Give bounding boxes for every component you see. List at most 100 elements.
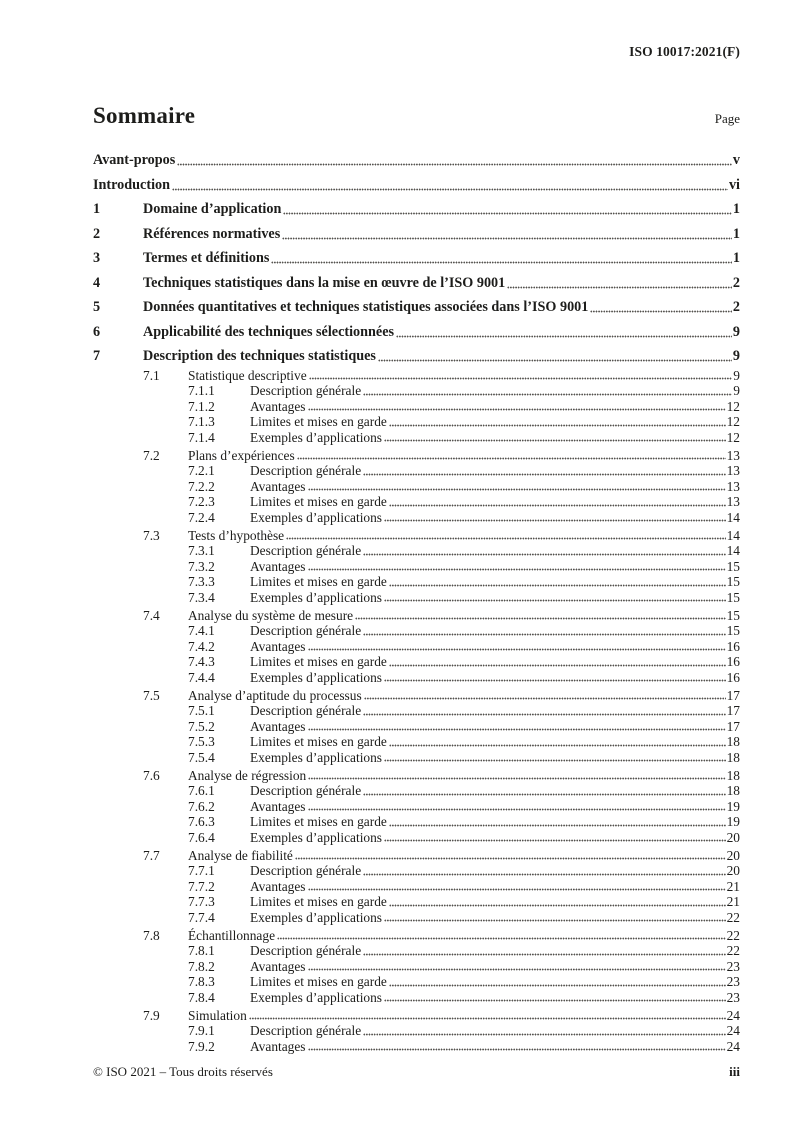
toc-row[interactable]: 7.2.3 Limites et mises en garde 13 [93,494,740,510]
toc-row[interactable]: 7.7.4 Exemples d’applications 22 [93,910,740,926]
toc-leader-dots [384,518,726,522]
toc-row[interactable]: 1 Domaine d’application 1 [93,201,740,218]
toc-entry-number: 7.1.3 [188,414,215,429]
toc-leader-dots [363,551,726,556]
toc-leader-dots [363,871,726,876]
toc-entry-label: Exemples d’applications [250,509,383,525]
toc-entry-label: Analyse d’aptitude du processus [188,687,362,703]
toc-leader-dots [388,902,726,907]
toc-leader-dots [363,391,733,396]
toc-entry-number: 7.4.2 [188,638,215,654]
toc-page-number: 12 [726,429,740,445]
toc-entry-label: Description générale [250,863,362,878]
toc-entry-number: 7.1.1 [188,383,215,398]
toc-page-number: 14 [726,527,740,543]
toc-page-number: 24 [726,1023,740,1038]
toc-leader-dots [282,235,732,240]
toc-row[interactable]: 7.6 Analyse de régression 18 [93,768,740,784]
toc-page-number: 2 [732,299,740,315]
toc-row[interactable]: 7.5.3 Limites et mises en garde 18 [93,734,740,750]
toc-row[interactable]: 7.5.1 Description générale 17 [93,703,740,719]
toc-leader-dots [307,887,726,891]
toc-row[interactable]: 6 Applicabilité des techniques sélectionn… [93,324,740,341]
toc-leader-dots [307,727,726,731]
toc-row[interactable]: 7.4 Analyse du système de mesure 15 [93,608,740,624]
toc-row[interactable]: 7.3.4 Exemples d’applications 15 [93,590,740,606]
toc-row[interactable]: 7.6.1 Description générale 18 [93,783,740,799]
toc-row[interactable]: 7.1.4 Exemples d’applications 12 [93,430,740,446]
toc-row[interactable]: 7.2.4 Exemples d’applications 14 [93,510,740,526]
toc-row[interactable]: 7.1.3 Limites et mises en garde 12 [93,414,740,430]
toc-entry-number: 7.4.1 [188,623,215,638]
toc-entry-number: 7.8.4 [188,989,215,1005]
toc-entry-number: 2 [93,225,101,242]
toc-row[interactable]: Avant-propos v [93,152,740,169]
page-footer: © ISO 2021 – Tous droits réservés iii [93,1064,740,1080]
toc-entry-number: 7.3.2 [188,558,215,574]
toc-row[interactable]: 7.6.4 Exemples d’applications 20 [93,830,740,846]
toc-page-number: 15 [726,623,740,638]
toc-row[interactable]: 7 Description des techniques statistiques… [93,348,740,365]
toc-row[interactable]: 3 Termes et définitions 1 [93,250,740,267]
toc-row[interactable]: Introduction vi [93,177,740,194]
toc-row[interactable]: 7.3.1 Description générale 14 [93,543,740,559]
toc-row[interactable]: 7.7.2 Avantages 21 [93,879,740,895]
toc-row[interactable]: 4 Techniques statistiques dans la mise en… [93,275,740,292]
toc-row[interactable]: 7.5.4 Exemples d’applications 18 [93,750,740,766]
toc-list: Avant-propos v Introduction vi 1 Domaine d’ap… [93,152,740,1054]
toc-page-number: 13 [726,478,740,494]
toc-row[interactable]: 7.8.3 Limites et mises en garde 23 [93,974,740,990]
toc-row[interactable]: 7.6.2 Avantages 19 [93,799,740,815]
toc-row[interactable]: 7.4.2 Avantages 16 [93,639,740,655]
toc-row[interactable]: 7.2.2 Avantages 13 [93,479,740,495]
toc-row[interactable]: 7.8.1 Description générale 22 [93,943,740,959]
toc-row[interactable]: 2 Références normatives 1 [93,226,740,243]
toc-row[interactable]: 7.4.1 Description générale 15 [93,623,740,639]
toc-row[interactable]: 7.2 Plans d’expériences 13 [93,448,740,464]
toc-entry-label: Domaine d’application [143,201,282,217]
toc-page-number: 18 [726,734,740,749]
toc-entry-label: Plans d’expériences [188,447,295,463]
toc-row[interactable]: 7.7 Analyse de fiabilité 20 [93,848,740,864]
toc-row[interactable]: 7.5.2 Avantages 17 [93,719,740,735]
toc-page-number: 13 [726,447,740,463]
toc-entry-number: 7.6.1 [188,783,215,798]
toc-entry-number: 7.5 [143,687,160,703]
toc-row[interactable]: 7.9.2 Avantages 24 [93,1039,740,1055]
toc-entry-number: 5 [93,299,101,315]
toc-row[interactable]: 7.9.1 Description générale 24 [93,1023,740,1039]
toc-leader-dots [307,967,726,971]
toc-row[interactable]: 7.3.3 Limites et mises en garde 15 [93,574,740,590]
toc-row[interactable]: 7.7.3 Limites et mises en garde 21 [93,894,740,910]
toc-leader-dots [388,502,726,507]
toc-entry-number: 7.1 [143,367,160,383]
toc-row[interactable]: 7.6.3 Limites et mises en garde 19 [93,814,740,830]
toc-page-number: 14 [726,509,740,525]
toc-page-number: 16 [726,638,740,654]
toc-entry-label: Applicabilité des techniques sélectionné… [143,323,395,340]
toc-row[interactable]: 7.3 Tests d’hypothèse 14 [93,528,740,544]
toc-row[interactable]: 5 Données quantitatives et techniques sta… [93,299,740,316]
toc-row[interactable]: 7.8 Échantillonnage 22 [93,928,740,944]
toc-row[interactable]: 7.2.1 Description générale 13 [93,463,740,479]
toc-entry-number: 7.7 [143,847,160,863]
toc-row[interactable]: 7.4.4 Exemples d’applications 16 [93,670,740,686]
toc-page-number: 19 [726,814,740,829]
toc-entry-label: Exemples d’applications [250,589,383,605]
toc-row[interactable]: 7.7.1 Description générale 20 [93,863,740,879]
toc-leader-dots [363,696,726,700]
toc-row[interactable]: 7.8.2 Avantages 23 [93,959,740,975]
toc-row[interactable]: 7.8.4 Exemples d’applications 23 [93,990,740,1006]
toc-row[interactable]: 7.5 Analyse d’aptitude du processus 17 [93,688,740,704]
toc-page-number: 15 [726,589,740,605]
toc-row[interactable]: 7.3.2 Avantages 15 [93,559,740,575]
toc-row[interactable]: 7.1.2 Avantages 12 [93,399,740,415]
toc-leader-dots [384,918,726,922]
toc-page-number: 21 [726,878,740,894]
toc-row[interactable]: 7.1 Statistique descriptive 9 [93,368,740,384]
toc-row[interactable]: 7.1.1 Description générale 9 [93,383,740,399]
toc-row[interactable]: 7.4.3 Limites et mises en garde 16 [93,654,740,670]
document-reference: ISO 10017:2021(F) [629,44,740,59]
toc-entry-number: 7.3.4 [188,589,215,605]
toc-row[interactable]: 7.9 Simulation 24 [93,1008,740,1024]
